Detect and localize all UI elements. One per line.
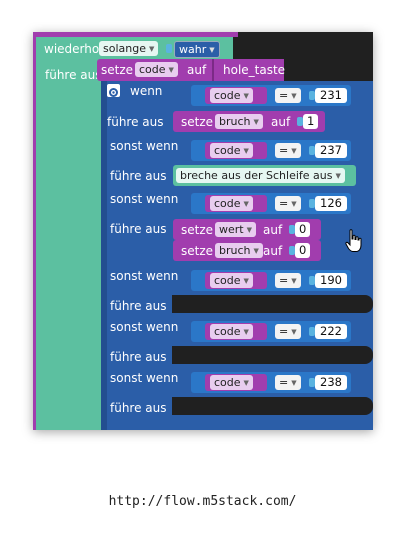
compare-block[interactable]: code ▼ = ▼ 190	[191, 270, 351, 291]
set-wert-value: 0	[295, 222, 311, 237]
compare-value: 222	[315, 324, 347, 339]
elseif-label-3: sonst wenn	[110, 269, 179, 283]
repeat-mode-dropdown[interactable]: solange ▼	[99, 41, 159, 56]
do-label-2: führe aus	[110, 169, 167, 183]
if-label: wenn	[130, 84, 163, 98]
set-bruch-value: 1	[303, 114, 319, 129]
condition-dropdown[interactable]: wahr ▼	[174, 41, 220, 58]
compare-block[interactable]: code ▼ = ▼ 231	[191, 85, 351, 106]
do-label-6: führe aus	[110, 401, 167, 415]
do-label-5: führe aus	[110, 350, 167, 364]
repeat-label: wiederhol	[44, 42, 103, 56]
hand-pointer-icon	[345, 229, 363, 253]
empty-do-slot[interactable]	[172, 346, 373, 364]
compare-block[interactable]: code ▼ = ▼ 238	[191, 372, 351, 393]
elseif-label-5: sonst wenn	[110, 371, 179, 385]
compare-value: 126	[315, 196, 347, 211]
break-loop-dropdown[interactable]: breche aus der Schleife aus ▼	[176, 168, 345, 183]
source-caption: http://flow.m5stack.com/	[108, 494, 297, 509]
blockly-workspace[interactable]: wiederhol solange ▼ wahr ▼ führe aus setze…	[33, 32, 373, 430]
empty-do-slot[interactable]	[172, 397, 373, 415]
compare-block[interactable]: code ▼ = ▼ 222	[191, 321, 351, 342]
set-code-block[interactable]: setze code ▼ auf hole_taste	[97, 59, 285, 81]
if-block-left-strip	[101, 81, 107, 430]
compare-block[interactable]: code ▼ = ▼ 126	[191, 193, 351, 214]
set-bruch-0-value: 0	[295, 243, 311, 258]
set-wert-block[interactable]: setze wert ▼ auf 0	[173, 219, 321, 240]
compare-block[interactable]: code ▼ = ▼ 237	[191, 140, 351, 161]
elseif-label-2: sonst wenn	[110, 192, 179, 206]
compare-value: 237	[315, 143, 347, 158]
set-code-var-dropdown[interactable]: code ▼	[135, 62, 178, 77]
loop-top-edge	[33, 32, 238, 37]
do-label-4: führe aus	[110, 299, 167, 313]
elseif-label-4: sonst wenn	[110, 320, 179, 334]
set-bruch-1-block[interactable]: setze bruch ▼ auf 1	[173, 111, 325, 132]
do-label-3: führe aus	[110, 222, 167, 236]
compare-value: 231	[315, 88, 347, 103]
gear-icon[interactable]	[107, 84, 120, 97]
loop-left-spine	[33, 37, 36, 430]
do-label-1: führe aus	[107, 115, 164, 129]
loop-do-label: führe aus	[45, 68, 102, 82]
elseif-label-1: sonst wenn	[110, 139, 179, 153]
empty-do-slot[interactable]	[172, 295, 373, 313]
compare-value: 238	[315, 375, 347, 390]
set-bruch-0-block[interactable]: setze bruch ▼ auf 0	[173, 240, 321, 261]
compare-value: 190	[315, 273, 347, 288]
break-loop-block[interactable]: breche aus der Schleife aus ▼	[173, 165, 356, 186]
hole-taste-block[interactable]: hole_taste	[212, 59, 285, 81]
